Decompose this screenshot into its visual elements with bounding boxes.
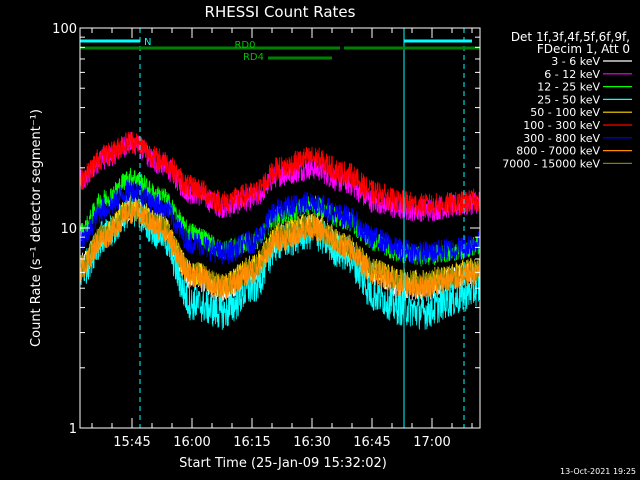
x-tick-label: 16:00	[173, 435, 210, 450]
series-line-100-300-kev	[79, 131, 481, 217]
legend: Det 1f,3f,4f,5f,6f,9f, FDecim 1, Att 0 3…	[502, 30, 632, 170]
x-tick-label: 16:45	[353, 435, 390, 450]
y-axis-label: Count Rate (s⁻¹ detector segment⁻¹)	[29, 109, 44, 347]
legend-label: 6 - 12 keV	[544, 68, 600, 81]
legend-label: 3 - 6 keV	[551, 55, 600, 68]
legend-header-line-2: FDecim 1, Att 0	[537, 42, 630, 56]
state-bar-label-4: RD4	[243, 52, 264, 63]
legend-label: 50 - 100 keV	[530, 106, 600, 119]
state-bar-label-0: N	[144, 37, 151, 48]
legend-label: 12 - 25 keV	[537, 81, 600, 94]
axes: 1 10 100 15:45 16:00 16:15 16:30 16:45 17:00	[52, 22, 481, 450]
x-tick-label: 15:45	[113, 435, 150, 450]
legend-label: 100 - 300 keV	[523, 119, 600, 132]
x-tick-label: 16:15	[233, 435, 270, 450]
legend-label: 800 - 7000 keV	[516, 145, 600, 158]
y-tick-label: 100	[52, 22, 77, 37]
legend-label: 300 - 800 keV	[523, 132, 600, 145]
legend-label: 7000 - 15000 keV	[502, 157, 600, 170]
state-bar-label-2: RD0	[234, 40, 255, 51]
y-tick-label: 1	[69, 422, 77, 437]
series-line-800-7000-kev	[79, 200, 481, 300]
x-axis-label: Start Time (25-Jan-09 15:32:02)	[179, 456, 387, 471]
x-tick-label: 17:00	[413, 435, 450, 450]
legend-label: 25 - 50 keV	[537, 93, 600, 106]
chart-title: RHESSI Count Rates	[205, 3, 356, 21]
y-tick-label: 10	[60, 222, 77, 237]
x-tick-label: 16:30	[293, 435, 330, 450]
date-stamp: 13-Oct-2021 19:25	[560, 467, 636, 476]
series-line-300-800-kev	[79, 179, 481, 265]
legend-header-line-1: Det 1f,3f,4f,5f,6f,9f,	[511, 30, 630, 44]
